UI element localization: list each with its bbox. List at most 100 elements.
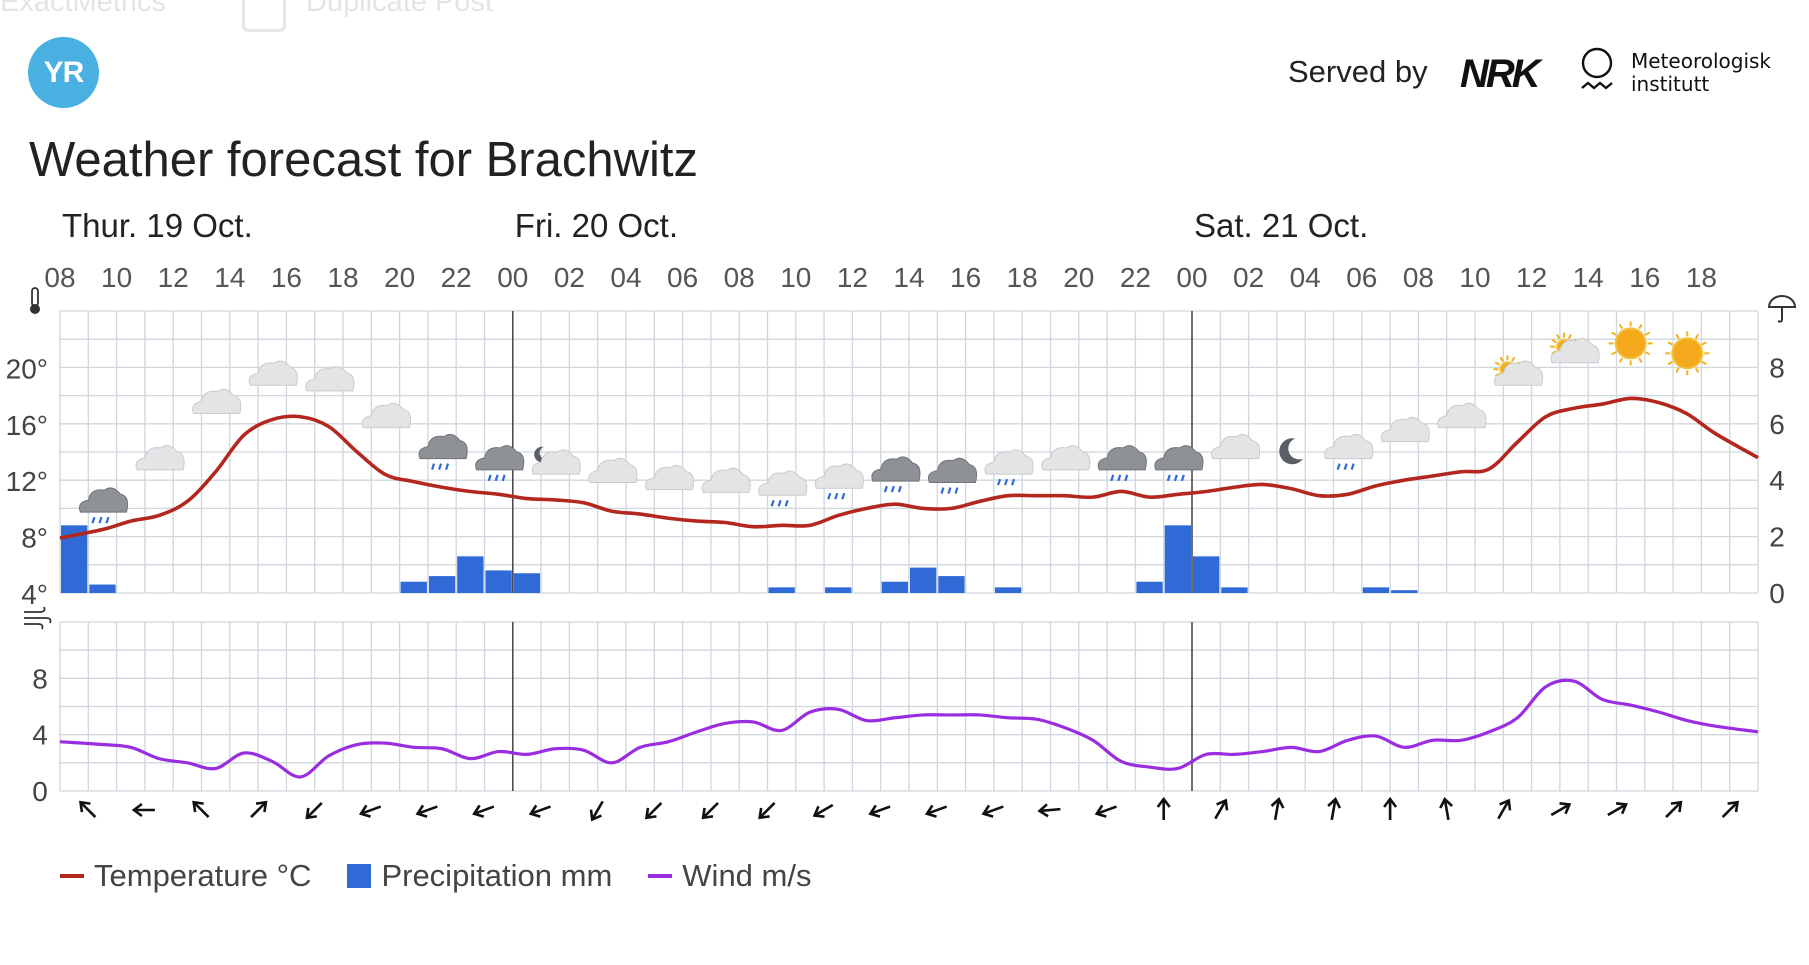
precipitation-tick-label: 4 [1769, 465, 1785, 496]
wind-arrow-icon [1094, 804, 1117, 818]
wind-arrow-head [981, 804, 994, 818]
sun-ray [1675, 333, 1680, 340]
rain-drop [91, 516, 96, 524]
nrk-logo[interactable]: NRK [1460, 52, 1541, 96]
sun-ray [1618, 357, 1624, 363]
wind-arrow-head [472, 804, 485, 818]
wind-tick-label: 0 [32, 776, 48, 807]
precipitation-bar [1136, 581, 1163, 593]
wind-arrow-head [868, 804, 881, 818]
cloud-shape [758, 470, 808, 496]
sun-disc [1614, 327, 1647, 360]
sun-ray [1567, 334, 1572, 340]
cloud-shape [1210, 433, 1261, 460]
hour-tick-label: 10 [780, 262, 811, 293]
rain-drop [841, 492, 846, 500]
sun-ray [1694, 367, 1700, 373]
cloud-shape [1437, 402, 1487, 429]
rain-drop [105, 516, 110, 524]
wind-arrow-icon [1721, 800, 1740, 818]
wind-arrow-shaft [250, 802, 266, 818]
wind-tick-label: 4 [32, 720, 48, 751]
sun-ray [1667, 341, 1674, 346]
rain-drop [897, 485, 902, 493]
wind-arrow-head [1727, 800, 1740, 813]
wind-arrow-head [192, 800, 204, 813]
cloud-shape [475, 445, 525, 471]
rain-drop [940, 487, 945, 494]
moon-shape [1279, 438, 1304, 465]
umbrella-canopy [1767, 295, 1797, 308]
day-label: Thur. 19 Oct. [62, 207, 253, 244]
wind-tick-label: 8 [32, 663, 48, 694]
cloud-shape [418, 433, 468, 460]
cloud-shape [361, 402, 412, 429]
sun-ray [1511, 356, 1516, 362]
sun-ray [1556, 334, 1561, 340]
wind-arrow-shaft [984, 805, 1004, 815]
rain-drop [1166, 474, 1171, 482]
precipitation-bar [825, 587, 852, 593]
rain-drop [1180, 474, 1185, 482]
cloud-rain-dark-icon [871, 456, 921, 493]
hour-tick-label: 04 [1290, 262, 1321, 293]
legend-wind-label: Wind m/s [682, 858, 812, 893]
wind-arrow-shaft [1550, 804, 1569, 817]
rain-drop [890, 485, 895, 493]
chart-legend: Temperature °C Precipitation mm Wind m/s [60, 858, 847, 894]
wind-arrow-shaft [1214, 801, 1226, 820]
wind-arrow-head [1270, 797, 1285, 809]
cloud-moon-icon [531, 446, 581, 475]
rain-drop [777, 499, 782, 507]
hour-tick-label: 08 [724, 262, 755, 293]
wind-arrow-head [1216, 798, 1229, 811]
hour-tick-label: 02 [554, 262, 585, 293]
cloud-shape [701, 467, 751, 493]
met-institute-logo-icon[interactable] [1578, 46, 1616, 98]
umbrella-handle [1777, 307, 1783, 323]
precipitation-bar [910, 567, 937, 593]
hour-tick-label: 16 [271, 262, 302, 293]
wind-arrow-shaft [362, 805, 382, 815]
hour-tick-label: 10 [101, 262, 132, 293]
rain-drop [954, 487, 959, 494]
wind-swatch [648, 874, 673, 878]
sun-ray [1494, 361, 1501, 366]
hour-tick-label: 12 [158, 262, 189, 293]
met-institute-logo-text[interactable]: Meteorologisk institutt [1631, 50, 1771, 96]
cloud-icon [588, 457, 638, 484]
wind-arrow-head [812, 805, 825, 818]
cloud-shape [305, 366, 355, 392]
wind-arrow-icon [1439, 797, 1453, 821]
wind-arrow-icon [1383, 796, 1398, 820]
page-title: Weather forecast for Brachwitz [29, 133, 699, 187]
wind-arrow-icon [528, 804, 551, 818]
wind-line [59, 678, 1759, 779]
wind-arrow-head [415, 804, 428, 818]
sun-ray [1611, 351, 1617, 356]
precipitation-tick-label: 8 [1769, 352, 1785, 383]
yr-logo[interactable]: YR [28, 37, 99, 108]
moon-shape [534, 446, 549, 463]
cloud-icon [701, 467, 751, 493]
wind-arrow-shaft [1607, 804, 1625, 817]
wind-arrow-head [758, 807, 770, 820]
met-line2: institutt [1631, 72, 1710, 96]
cloud-icon [1380, 416, 1430, 443]
cloud-shape [1041, 445, 1091, 471]
wind-arrow-shaft [1041, 807, 1061, 813]
wind-arrow-icon [1214, 798, 1229, 820]
temperature-tick-label: 16° [6, 410, 48, 441]
legend-wind: Wind m/s [648, 858, 811, 894]
sun-icon [1665, 331, 1710, 376]
precipitation-bar [1193, 556, 1220, 593]
precipitation-tick-label: 2 [1769, 522, 1785, 553]
sun-icon [1608, 321, 1653, 366]
wind-arrow-head [255, 800, 268, 813]
sun-ray [1638, 357, 1643, 363]
temperature-tick-label: 12° [6, 466, 48, 497]
cloud-icon [305, 366, 355, 392]
rain-drop [997, 478, 1002, 486]
cloud-icon [192, 388, 242, 414]
